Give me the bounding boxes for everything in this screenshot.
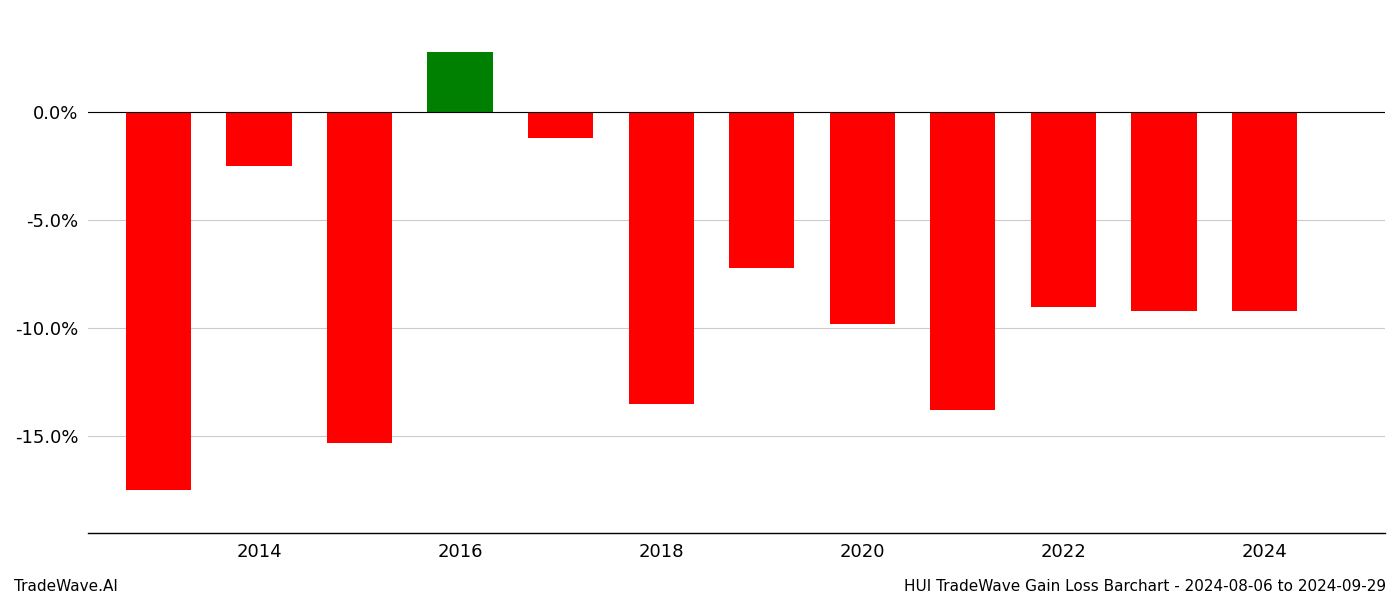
Bar xyxy=(729,112,794,268)
Bar xyxy=(427,52,493,112)
Bar xyxy=(1232,112,1296,311)
Text: HUI TradeWave Gain Loss Barchart - 2024-08-06 to 2024-09-29: HUI TradeWave Gain Loss Barchart - 2024-… xyxy=(904,579,1386,594)
Bar xyxy=(1131,112,1197,311)
Bar xyxy=(227,112,291,166)
Bar xyxy=(528,112,594,138)
Bar xyxy=(328,112,392,443)
Bar xyxy=(126,112,192,490)
Bar xyxy=(930,112,995,410)
Bar xyxy=(1030,112,1096,307)
Bar xyxy=(830,112,895,324)
Bar xyxy=(629,112,694,404)
Text: TradeWave.AI: TradeWave.AI xyxy=(14,579,118,594)
